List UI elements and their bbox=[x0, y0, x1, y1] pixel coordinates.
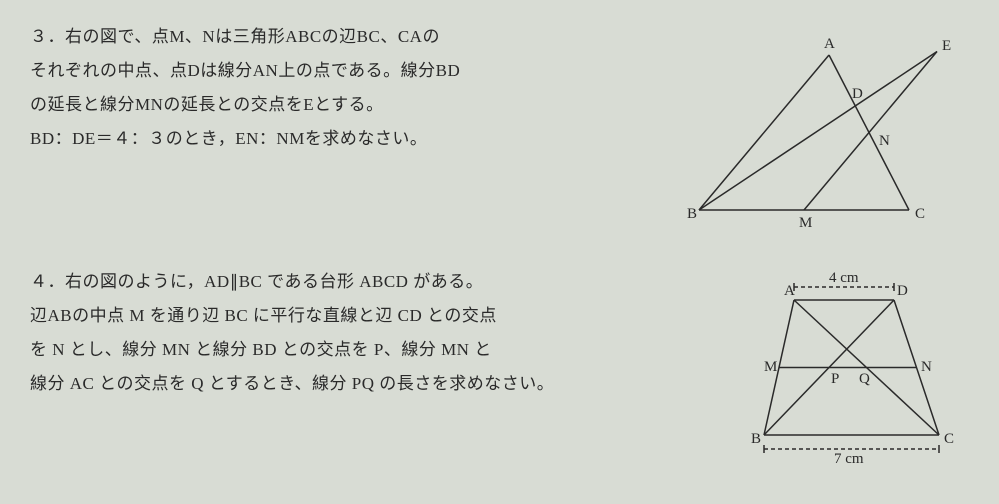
label-A: A bbox=[824, 36, 835, 52]
label-Q: Q bbox=[859, 371, 870, 387]
label-E: E bbox=[942, 38, 951, 54]
p3-line3: の延長と線分MNの延長との交点をEとする。 bbox=[30, 88, 679, 122]
problem-4: ４．右の図のように，AD∥BC である台形 ABCD がある。 辺ABの中点 M… bbox=[30, 265, 969, 470]
p4-line2: 辺ABの中点 M を通り辺 BC に平行な直線と辺 CD との交点 bbox=[30, 299, 739, 333]
label-C2: C bbox=[944, 431, 954, 447]
label-P: P bbox=[831, 371, 839, 387]
label-B: B bbox=[687, 206, 697, 222]
p3-line1: ３．右の図で、点M、Nは三角形ABCの辺BC、CAの bbox=[30, 20, 679, 54]
problem-4-text: ４．右の図のように，AD∥BC である台形 ABCD がある。 辺ABの中点 M… bbox=[30, 265, 739, 401]
p3-line2: それぞれの中点、点Dは線分AN上の点である。線分BD bbox=[30, 54, 679, 88]
label-N: N bbox=[879, 133, 890, 149]
label-N2: N bbox=[921, 359, 932, 375]
figure-3: A B C M N E D bbox=[679, 20, 969, 235]
p4-line1: ４．右の図のように，AD∥BC である台形 ABCD がある。 bbox=[30, 265, 739, 299]
label-A2: A bbox=[784, 283, 795, 299]
label-B2: B bbox=[751, 431, 761, 447]
p4-line3: を N とし、線分 MN と線分 BD との交点を P、線分 MN と bbox=[30, 333, 739, 367]
label-D2: D bbox=[897, 283, 908, 299]
label-C: C bbox=[915, 206, 925, 222]
problem-3: ３．右の図で、点M、Nは三角形ABCの辺BC、CAの それぞれの中点、点Dは線分… bbox=[30, 20, 969, 235]
label-M2: M bbox=[764, 359, 777, 375]
p3-line4: BD：DE＝４：３のとき，EN：NMを求めなさい。 bbox=[30, 122, 679, 156]
dim-7cm: 7 cm bbox=[834, 451, 864, 465]
problem-3-text: ３．右の図で、点M、Nは三角形ABCの辺BC、CAの それぞれの中点、点Dは線分… bbox=[30, 20, 679, 156]
dim-4cm: 4 cm bbox=[829, 270, 859, 286]
p4-line4: 線分 AC との交点を Q とするとき、線分 PQ の長さを求めなさい。 bbox=[30, 367, 739, 401]
label-D: D bbox=[852, 86, 863, 102]
label-M: M bbox=[799, 215, 812, 230]
figure-4: A D B C M N P Q 4 cm 7 cm bbox=[739, 265, 969, 470]
